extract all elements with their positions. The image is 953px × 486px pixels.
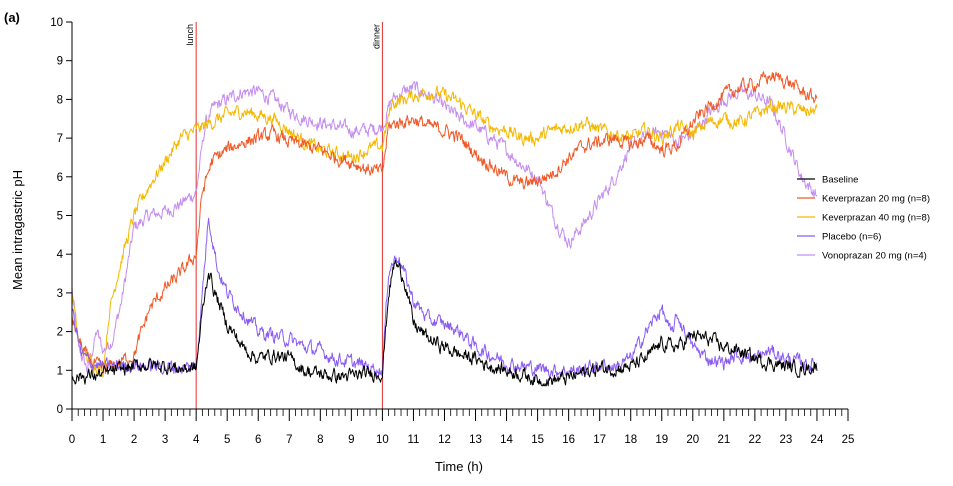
- meal-markers: lunch dinner: [185, 22, 383, 409]
- x-tick-label: 2: [131, 434, 137, 446]
- legend-label: Baseline: [822, 175, 858, 186]
- y-tick-label: 7: [57, 133, 63, 145]
- x-tick-label: 17: [593, 434, 606, 446]
- x-tick-label: 22: [748, 434, 761, 446]
- x-tick-label: 25: [842, 434, 855, 446]
- y-tick-label: 10: [50, 17, 63, 29]
- x-tick-label: 13: [469, 434, 482, 446]
- x-tick-label: 20: [686, 434, 699, 446]
- y-tick-label: 9: [57, 56, 63, 68]
- meal-marker-label: lunch: [185, 24, 195, 46]
- x-tick-label: 0: [69, 434, 75, 446]
- x-tick-label: 1: [100, 434, 106, 446]
- legend-label: Placebo (n=6): [822, 232, 881, 243]
- meal-marker-label: dinner: [371, 24, 381, 49]
- x-ticks: 0 1 2 3 4 5 6 7 8 9 10 11 12 13 14 15 16 17 18 19 20 21 22 23 24…: [69, 409, 855, 446]
- y-tick-label: 4: [57, 249, 64, 261]
- x-tick-label: 9: [348, 434, 354, 446]
- y-axis-title: Mean intragastric pH: [10, 170, 25, 290]
- y-tick-label: 0: [57, 404, 63, 416]
- x-axis-title: Time (h): [435, 459, 483, 474]
- y-tick-label: 5: [57, 211, 63, 223]
- x-tick-label: 23: [780, 434, 793, 446]
- x-tick-label: 19: [655, 434, 668, 446]
- x-tick-label: 24: [811, 434, 824, 446]
- x-tick-label: 4: [193, 434, 200, 446]
- x-tick-label: 3: [162, 434, 168, 446]
- legend-label: Keverprazan 40 mg (n=8): [822, 213, 930, 224]
- legend-label: Keverprazan 20 mg (n=8): [822, 194, 930, 205]
- x-tick-label: 15: [531, 434, 544, 446]
- x-tick-label: 12: [438, 434, 451, 446]
- legend-label: Vonoprazan 20 mg (n=4): [822, 251, 927, 262]
- x-tick-label: 14: [500, 434, 513, 446]
- x-tick-label: 11: [407, 434, 419, 446]
- x-tick-label: 21: [717, 434, 730, 446]
- series-lines: [71, 71, 818, 387]
- x-tick-label: 6: [255, 434, 261, 446]
- x-tick-label: 5: [224, 434, 230, 446]
- y-tick-label: 6: [57, 172, 63, 184]
- y-tick-label: 1: [57, 365, 63, 377]
- x-tick-label: 18: [624, 434, 637, 446]
- x-tick-label: 10: [376, 434, 389, 446]
- x-tick-label: 8: [317, 434, 323, 446]
- y-tick-label: 2: [57, 327, 63, 339]
- x-tick-label: 16: [562, 434, 575, 446]
- series-line: [71, 85, 818, 378]
- legend: Baseline Keverprazan 20 mg (n=8) Keverpraz…: [797, 175, 930, 262]
- y-ticks: 0 1 2 3 4 5 6 7 8 9 10: [50, 17, 72, 416]
- series-line: [71, 71, 818, 374]
- series-line: [71, 217, 818, 380]
- panel-label: (a): [4, 10, 20, 25]
- y-tick-label: 3: [57, 288, 63, 300]
- x-tick-label: 7: [286, 434, 292, 446]
- series-line: [71, 259, 818, 387]
- y-tick-label: 8: [57, 94, 63, 106]
